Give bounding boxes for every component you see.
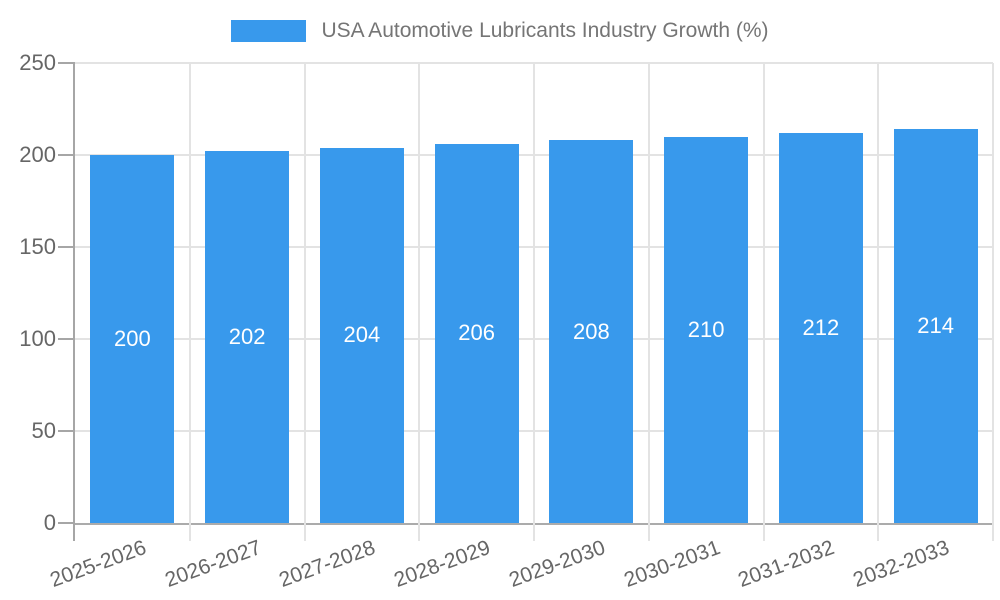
- v-gridline-4: [533, 63, 535, 523]
- y-tick-150: [58, 246, 75, 248]
- x-tick-5: [647, 523, 650, 541]
- x-tick-label-2029-2030: 2029-2030: [505, 536, 609, 592]
- bar-value-label: 204: [343, 322, 381, 348]
- y-tick-label-50: 50: [31, 418, 56, 443]
- y-tick-label-250: 250: [19, 50, 56, 75]
- x-tick-label-2031-2032: 2031-2032: [735, 536, 838, 592]
- x-tick-6: [762, 523, 765, 541]
- bar-2027-2028[interactable]: 204: [319, 147, 404, 523]
- y-tick-50: [58, 430, 75, 432]
- x-tick-label-2030-2031: 2030-2031: [620, 536, 723, 592]
- y-tick-label-150: 150: [19, 234, 56, 259]
- x-tick-label-2025-2026: 2025-2026: [46, 536, 150, 592]
- plot-area: 200 202 204 206 208 210 212 214: [58, 62, 994, 541]
- y-tick-100: [58, 338, 75, 340]
- y-tick-label-100: 100: [19, 326, 56, 351]
- x-tick-2: [303, 523, 306, 541]
- bar-value-label: 210: [687, 316, 725, 342]
- bar-value-label: 202: [228, 324, 266, 350]
- x-tick-4: [533, 523, 535, 541]
- bar-value-label: 212: [802, 314, 840, 340]
- x-tick-label-2028-2029: 2028-2029: [391, 536, 494, 592]
- bar-2026-2027[interactable]: 202: [205, 151, 290, 523]
- bar-2031-2032[interactable]: 212: [778, 132, 863, 523]
- x-tick-1: [188, 523, 191, 541]
- bar-value-label: 206: [458, 320, 495, 346]
- v-gridline-3: [418, 63, 421, 523]
- x-tick-label-2027-2028: 2027-2028: [276, 536, 379, 592]
- y-tick-250: [58, 62, 75, 64]
- v-gridline-6: [762, 63, 765, 523]
- bar-2028-2029[interactable]: 206: [434, 143, 519, 523]
- v-gridline-7: [877, 63, 880, 523]
- bar-2032-2033[interactable]: 214: [893, 129, 978, 523]
- bar-2030-2031[interactable]: 210: [664, 136, 749, 523]
- v-gridline-1: [188, 63, 191, 523]
- x-tick-3: [418, 523, 421, 541]
- x-tick-8: [992, 523, 994, 541]
- v-gridline-5: [647, 63, 650, 523]
- legend-item[interactable]: USA Automotive Lubricants Industry Growt…: [231, 19, 769, 43]
- y-tick-label-0: 0: [43, 510, 56, 535]
- bar-value-label: 214: [917, 313, 954, 339]
- chart-legend: USA Automotive Lubricants Industry Growt…: [0, 17, 1000, 45]
- v-gridline-2: [303, 63, 306, 523]
- legend-color-swatch: [231, 20, 307, 42]
- y-tick-200: [58, 154, 75, 156]
- y-tick-0: [58, 522, 75, 524]
- x-tick-7: [877, 523, 880, 541]
- y-tick-label-200: 200: [19, 142, 56, 167]
- x-tick-label-2026-2027: 2026-2027: [161, 536, 264, 592]
- bar-value-label: 200: [114, 326, 151, 351]
- x-tick-label-2032-2033: 2032-2033: [850, 536, 953, 592]
- bar-value-label: 208: [573, 318, 610, 344]
- v-gridline-8: [992, 63, 994, 523]
- bar-2029-2030[interactable]: 208: [549, 140, 634, 523]
- y-axis-line: [73, 63, 75, 541]
- legend-label: USA Automotive Lubricants Industry Growt…: [321, 19, 769, 42]
- bar-2025-2026[interactable]: 200: [90, 155, 175, 523]
